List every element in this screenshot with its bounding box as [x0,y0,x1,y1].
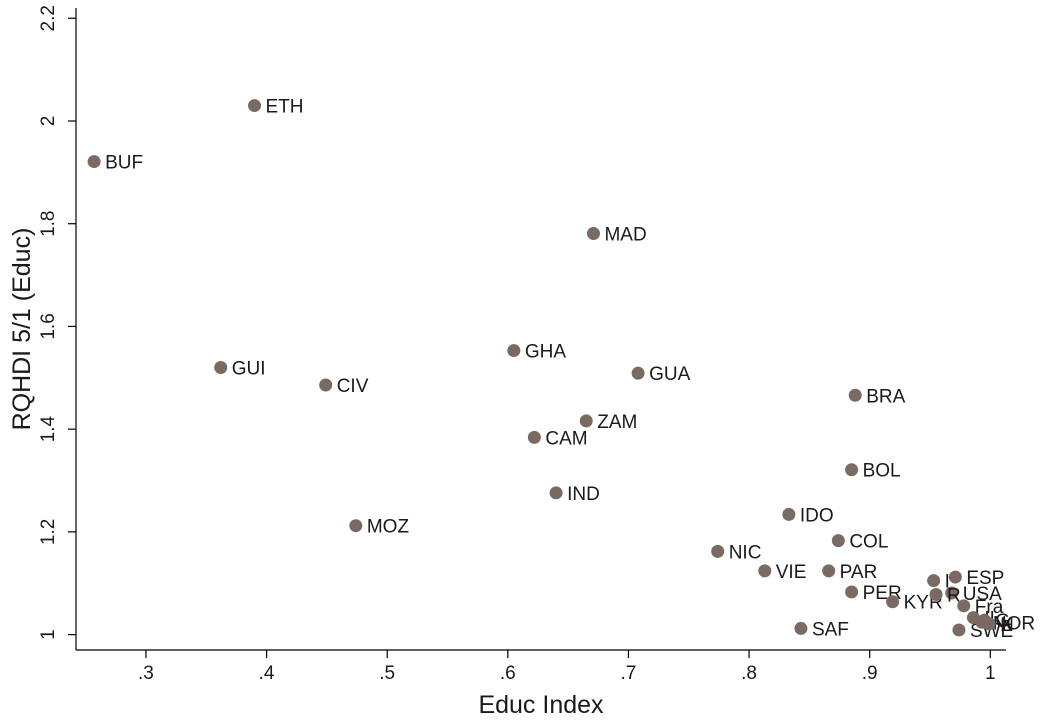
data-point [794,621,808,635]
y-tick-label: 1.4 [38,416,59,443]
point-label: GHA [525,342,567,363]
x-tick-label: .6 [500,663,516,684]
data-point [822,564,836,578]
data-point [319,378,333,392]
point-label: CIV [337,376,369,397]
point-label: GUI [232,359,266,380]
data-point [214,361,228,375]
data-point [831,534,845,548]
data-point [758,564,772,578]
point-label: NOR [993,613,1035,634]
y-tick-label: 1.6 [38,313,59,339]
point-label: IDO [800,505,834,526]
point-label: GUA [649,364,691,385]
point-label: I [945,572,950,593]
data-point [349,519,363,533]
data-point [929,588,943,602]
y-tick-label: 1.8 [38,211,59,237]
x-tick-label: .3 [138,663,154,684]
y-tick-label: 2.2 [38,5,59,31]
point-label: G [995,611,1010,632]
data-point [549,486,563,500]
x-tick-label: .5 [379,663,395,684]
point-label: CAM [545,428,587,449]
data-point [248,99,262,113]
x-tick-label: .7 [621,663,637,684]
data-point [948,570,962,584]
x-tick-label: .8 [741,663,757,684]
point-label: PAR [840,562,878,583]
data-point [927,574,941,588]
axes: .3 .4 .5 .6 .7 .8 .9 1 1 1.2 1.4 1.6 1.8 2 2.2 [38,5,1006,684]
x-tick-label: 1 [985,663,996,684]
point-label: BOL [863,461,901,482]
data-point [579,414,593,428]
data-point [977,613,991,627]
data-point [945,586,959,600]
y-tick-label: 1.2 [38,519,59,545]
x-tick-label: .4 [259,663,275,684]
point-label: MAD [604,224,646,245]
y-axis-title: RQHDI 5/1 (Educ) [8,228,36,431]
data-point [87,155,101,169]
point-label: COL [849,532,888,553]
y-tick-label: 1 [38,629,59,640]
data-point [845,463,859,477]
point-label: MOZ [367,517,410,538]
point-label: N [1000,615,1014,636]
data-point [782,507,796,521]
data-point [957,599,971,613]
data-point [527,430,541,444]
point-label: NIC [729,542,762,563]
y-tick-label: 2 [38,116,59,127]
point-label: BUF [105,153,143,174]
x-axis-title: Educ Index [478,691,604,719]
point-label: Fra [975,597,1004,618]
data-point [586,226,600,240]
data-point [848,388,862,402]
point-label: IND [567,484,600,505]
data-point [507,344,521,358]
x-tick-label: .9 [862,663,878,684]
point-label: ESP [966,568,1004,589]
data-point [886,595,900,609]
point-label: ETH [266,97,304,118]
data-point [845,585,859,599]
point-label: SAF [812,619,849,640]
data-point [711,544,725,558]
point-label: BRA [866,386,905,407]
data-point [631,366,645,380]
data-points: BUF ETH GUI CIV MOZ GHA MAD GUA ZAM CAM IND BRA BOL I… [87,97,1035,642]
data-point [952,623,966,637]
point-label: R [947,586,961,607]
point-label: VIE [776,562,807,583]
point-label: ZAM [597,412,637,433]
point-label: USA [963,584,1002,605]
